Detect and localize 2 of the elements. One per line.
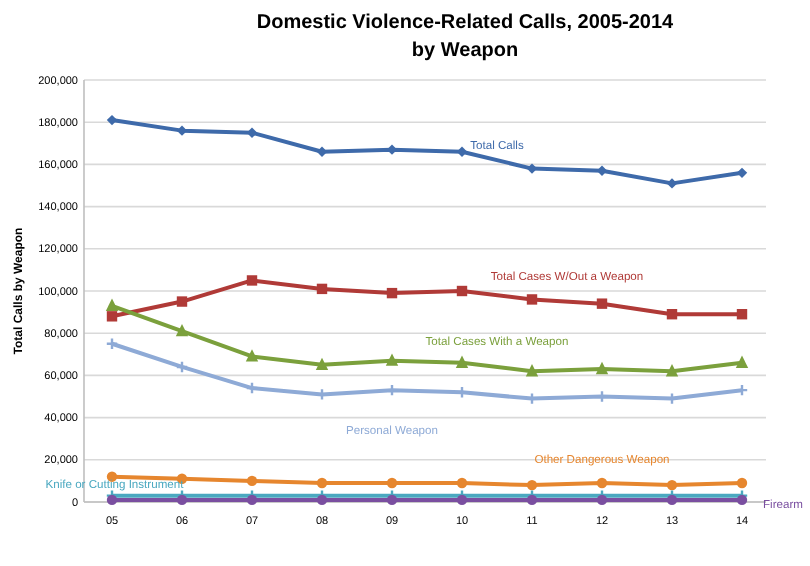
chart-title: Domestic Violence-Related Calls, 2005-2014: [256, 12, 675, 34]
chart-subtitle: by Weapon: [411, 40, 519, 62]
